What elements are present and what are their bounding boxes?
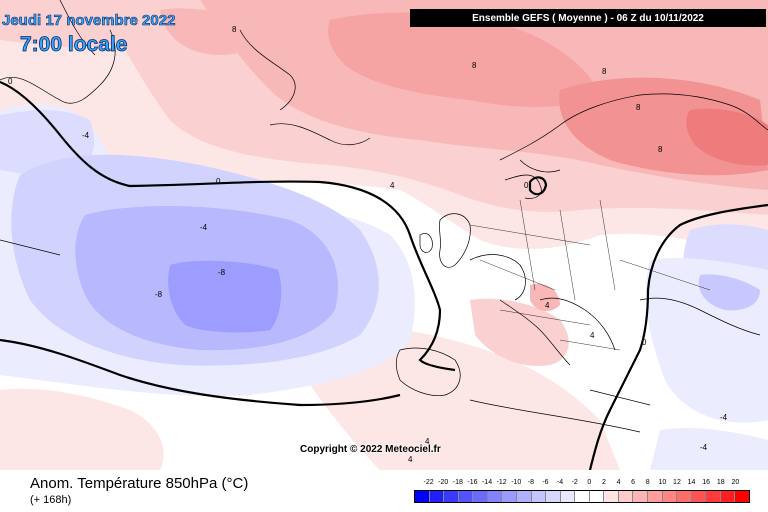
color-swatch [720, 491, 736, 502]
scale-tick-label: -16 [467, 479, 478, 486]
country-borders [469, 199, 711, 351]
color-swatch [677, 491, 692, 502]
color-swatch [589, 491, 605, 502]
contour-label: -4 [200, 223, 208, 232]
coastlines [0, 0, 768, 433]
color-swatch [429, 491, 445, 502]
contour-label: -8 [218, 268, 226, 277]
scale-tick-label: 2 [601, 479, 606, 486]
scale-tick-label: -4 [556, 479, 564, 486]
contour-label: 0 [8, 77, 13, 86]
anomaly-map: -8 -8 -4 -4 0 0 0 0 4 4 4 4 4 -4 -4 8 8 … [0, 0, 768, 470]
scale-tick-label: 0 [587, 479, 592, 486]
color-swatch [531, 491, 547, 502]
scale-tick-label: 20 [731, 479, 740, 486]
scale-tick-label: 16 [702, 479, 711, 486]
zero-isotherm-lines [0, 80, 768, 470]
color-swatch [618, 491, 634, 502]
contour-label: 4 [425, 437, 430, 446]
contour-label: 0 [524, 181, 529, 190]
scale-tick-label: -10 [511, 479, 522, 486]
color-scale-bar [414, 490, 750, 503]
contour-label: 8 [472, 61, 477, 70]
contour-label: 8 [636, 103, 641, 112]
color-swatch [415, 491, 430, 502]
contour-label: 0 [642, 338, 647, 347]
contour-label: 8 [658, 145, 663, 154]
scale-tick-label: -12 [496, 479, 507, 486]
color-swatch [502, 491, 517, 502]
contour-label: 8 [602, 67, 607, 76]
color-swatch [516, 491, 532, 502]
contour-labels: -8 -8 -4 -4 0 0 0 0 4 4 4 4 4 -4 -4 8 8 … [8, 25, 728, 464]
scale-tick-label: -6 [542, 479, 549, 486]
color-scale-labels: -22 -20 -18 -16 -14 -12 -10 -8 -6 -4 -2 0 2 4 6 8 10 12 14… [414, 479, 750, 489]
scale-tick-label: 12 [673, 479, 681, 486]
scale-tick-label: -20 [438, 479, 449, 486]
contour-label: 4 [390, 181, 395, 190]
scale-tick-label: 10 [658, 479, 667, 486]
color-swatch [662, 491, 678, 502]
color-swatch [444, 491, 459, 502]
copyright-notice: Copyright © 2022 Meteociel.fr [300, 444, 441, 455]
parameter-title: Anom. Température 850hPa (°C) [30, 475, 249, 492]
color-swatch [648, 491, 663, 502]
scale-tick-label: -18 [452, 479, 463, 486]
contour-label: -4 [82, 131, 90, 140]
scale-tick-label: 18 [716, 479, 725, 486]
color-swatch [560, 491, 576, 502]
color-swatch [546, 491, 561, 502]
contour-label: 4 [590, 331, 595, 340]
contour-label: 8 [232, 25, 237, 34]
contour-label: 0 [216, 177, 221, 186]
contour-label: -4 [720, 413, 728, 422]
scale-tick-label: 8 [645, 479, 650, 486]
color-swatch [706, 491, 721, 502]
lead-time: (+ 168h) [30, 494, 72, 506]
color-swatch [633, 491, 648, 502]
color-swatch [575, 491, 590, 502]
color-swatch [735, 491, 749, 502]
contour-label: 4 [408, 455, 413, 464]
color-swatch [487, 491, 503, 502]
scale-tick-label: 14 [687, 479, 696, 486]
color-swatch [604, 491, 619, 502]
scale-tick-label: -22 [423, 479, 434, 486]
model-run-banner: Ensemble GEFS ( Moyenne ) - 06 Z du 10/1… [410, 9, 766, 27]
contour-label: -4 [700, 443, 708, 452]
forecast-time: 7:00 locale [20, 33, 128, 57]
contour-label: 4 [545, 301, 550, 310]
color-swatch [458, 491, 474, 502]
forecast-date: Jeudi 17 novembre 2022 [2, 12, 176, 30]
color-swatch [691, 491, 707, 502]
contour-label: -8 [155, 290, 163, 299]
scale-tick-label: 6 [631, 479, 636, 486]
scale-tick-label: -8 [527, 479, 534, 486]
scale-tick-label: 4 [616, 479, 621, 486]
scale-tick-label: -14 [481, 479, 493, 486]
cold-anomaly-fields [0, 104, 768, 470]
model-run-label: Ensemble GEFS ( Moyenne ) - 06 Z du 10/1… [472, 12, 704, 24]
scale-tick-label: -2 [571, 479, 578, 486]
color-swatch [473, 491, 488, 502]
